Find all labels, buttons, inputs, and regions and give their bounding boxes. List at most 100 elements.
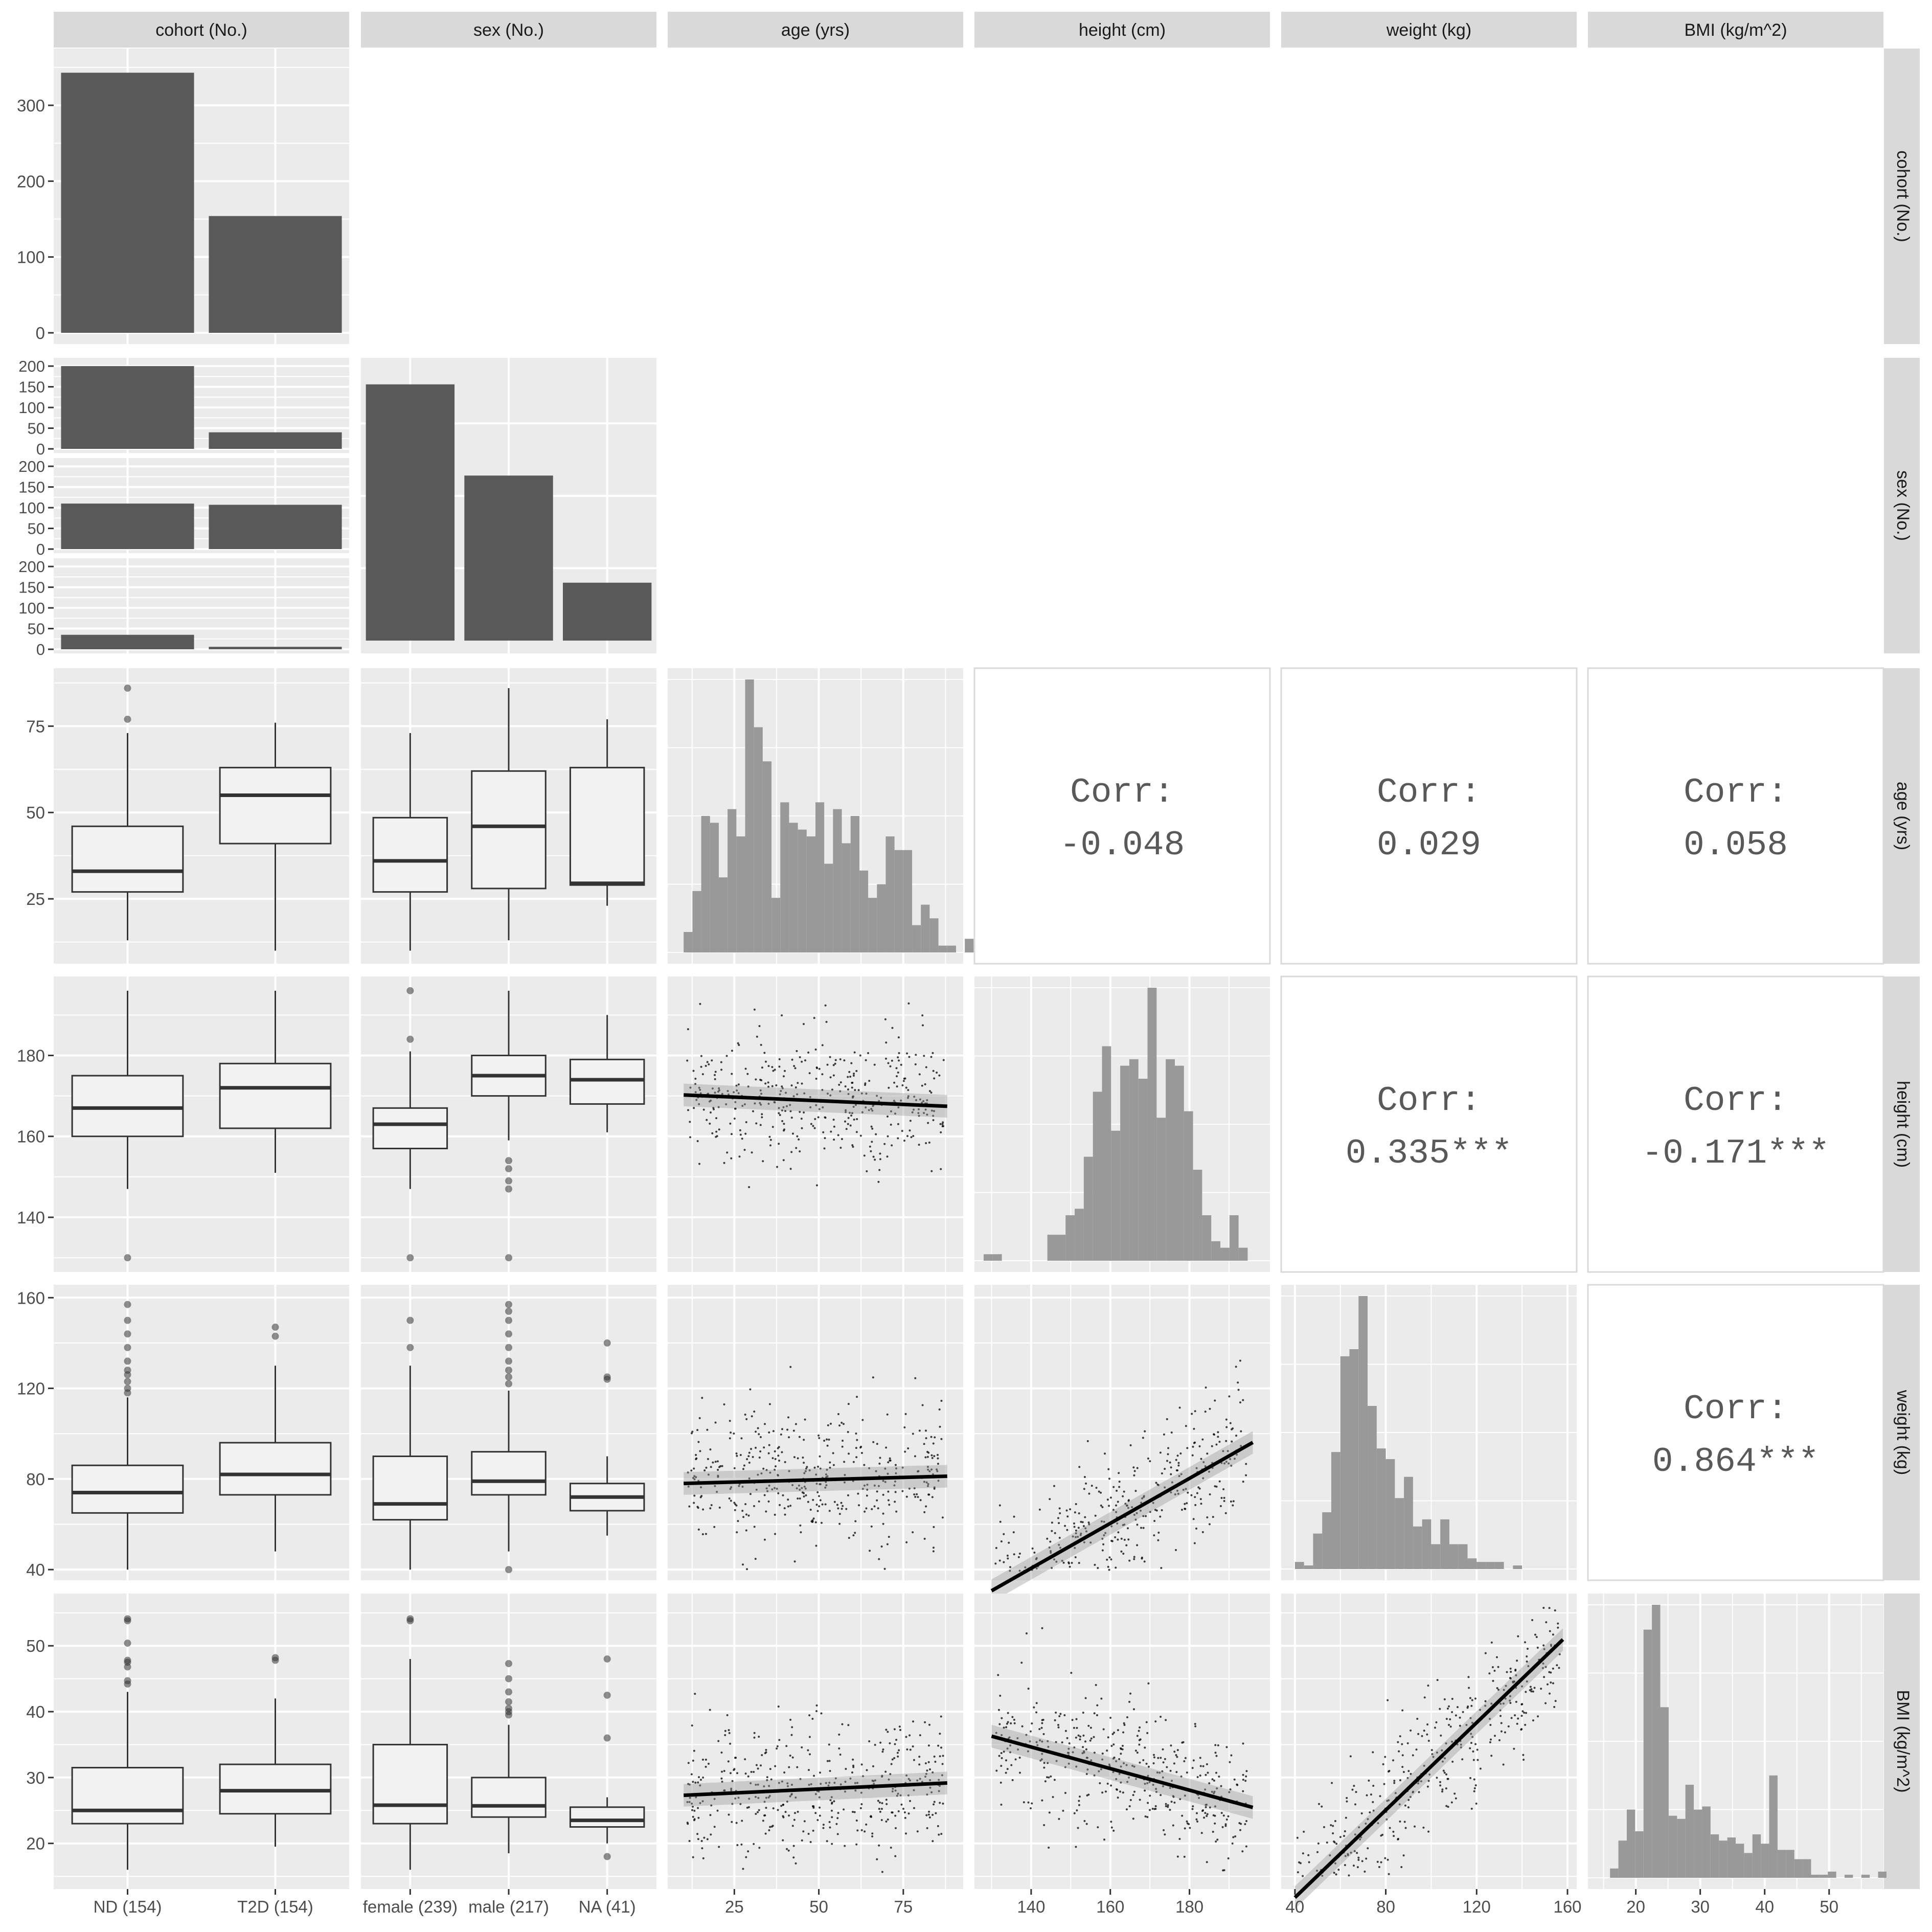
scatter-point bbox=[925, 1066, 927, 1069]
scatter-point bbox=[786, 1848, 788, 1850]
scatter-point bbox=[716, 1491, 718, 1493]
box-outlier bbox=[505, 1698, 512, 1706]
scatter-point bbox=[918, 1763, 921, 1766]
scatter-point bbox=[803, 1472, 806, 1474]
hist-bar-bmi bbox=[1668, 1815, 1677, 1878]
scatter-point bbox=[1388, 1770, 1390, 1773]
scatter-point bbox=[871, 1109, 874, 1112]
y-tick-label-sex: 150 bbox=[18, 579, 45, 597]
scatter-point bbox=[937, 1480, 940, 1482]
scatter-point bbox=[1554, 1609, 1556, 1612]
scatter-point bbox=[704, 1765, 707, 1768]
scatter-point bbox=[1345, 1816, 1347, 1819]
bar-sex-0 bbox=[366, 384, 455, 641]
scatter-point bbox=[1127, 1499, 1130, 1502]
scatter-point bbox=[1504, 1731, 1506, 1734]
scatter-point bbox=[868, 1080, 871, 1082]
scatter-point bbox=[699, 1092, 702, 1095]
scatter-point bbox=[1517, 1635, 1519, 1638]
scatter-point bbox=[941, 1763, 944, 1765]
scatter-point bbox=[905, 1086, 907, 1089]
hist-bar-weight bbox=[1331, 1452, 1340, 1569]
scatter-point bbox=[1085, 1748, 1087, 1751]
scatter-point bbox=[1048, 1811, 1051, 1814]
scatter-point bbox=[864, 1082, 867, 1085]
scatter-point bbox=[891, 1059, 893, 1062]
scatter-point bbox=[1177, 1492, 1179, 1495]
panel-corr-weight-bmi bbox=[1587, 1284, 1884, 1581]
scatter-point bbox=[688, 1801, 691, 1803]
scatter-point bbox=[1239, 1401, 1241, 1404]
fit-line bbox=[990, 1441, 1254, 1593]
scatter-point bbox=[1132, 1817, 1134, 1820]
scatter-point bbox=[1000, 1803, 1003, 1806]
scatter-point bbox=[1326, 1841, 1328, 1844]
scatter-point bbox=[1229, 1761, 1231, 1763]
scatter-point bbox=[1073, 1522, 1076, 1525]
scatter-point bbox=[1005, 1771, 1007, 1774]
scatter-point bbox=[803, 1022, 805, 1025]
corr-label: Corr: bbox=[1684, 1390, 1788, 1429]
scatter-point bbox=[1081, 1752, 1084, 1755]
scatter-point bbox=[744, 1772, 747, 1775]
scatter-point bbox=[860, 1829, 863, 1831]
scatter-point bbox=[1492, 1679, 1494, 1682]
y-tick-label-weight: 40 bbox=[26, 1560, 45, 1579]
scatter-point bbox=[1134, 1490, 1137, 1492]
scatter-point bbox=[1184, 1794, 1186, 1797]
scatter-point bbox=[688, 1840, 691, 1843]
scatter-point bbox=[898, 1725, 901, 1728]
scatter-point bbox=[1021, 1725, 1024, 1728]
scatter-point bbox=[1049, 1540, 1052, 1543]
scatter-point bbox=[1061, 1559, 1063, 1562]
scatter-point bbox=[1118, 1772, 1121, 1775]
hist-bar-weight bbox=[1376, 1448, 1386, 1569]
hist-bar-age bbox=[745, 679, 754, 952]
scatter-point bbox=[1018, 1570, 1021, 1572]
scatter-point bbox=[1149, 1511, 1151, 1513]
scatter-point bbox=[1353, 1850, 1356, 1852]
scatter-point bbox=[1112, 1829, 1115, 1832]
scatter-point bbox=[778, 1112, 780, 1115]
scatter-point bbox=[921, 1024, 924, 1027]
box-outlier bbox=[505, 1157, 512, 1165]
scatter-point bbox=[1204, 1774, 1207, 1776]
scatter-point bbox=[1372, 1784, 1375, 1787]
scatter-point bbox=[849, 1075, 852, 1078]
scatter-point bbox=[1449, 1718, 1451, 1721]
scatter-point bbox=[782, 1804, 784, 1806]
scatter-point bbox=[861, 1488, 864, 1490]
scatter-point bbox=[930, 1468, 933, 1471]
scatter-point bbox=[1170, 1491, 1172, 1494]
scatter-point bbox=[753, 1843, 755, 1845]
scatter-point bbox=[867, 1052, 870, 1054]
scatter-point bbox=[1068, 1742, 1071, 1744]
scatter-point bbox=[931, 1457, 934, 1459]
scatter-point bbox=[1214, 1752, 1217, 1754]
scatter-point bbox=[690, 1469, 693, 1472]
scatter-point bbox=[1404, 1827, 1407, 1829]
scatter-point bbox=[803, 1439, 805, 1441]
scatter-point bbox=[880, 1545, 883, 1548]
scatter-point bbox=[1436, 1751, 1438, 1754]
scatter-point bbox=[1351, 1788, 1354, 1791]
scatter-point bbox=[1006, 1554, 1009, 1557]
scatter-point bbox=[730, 1431, 732, 1434]
scatter-point bbox=[895, 1739, 898, 1741]
scatter-point bbox=[1235, 1366, 1237, 1368]
scatter-point bbox=[1112, 1486, 1115, 1488]
scatter-point bbox=[698, 1086, 700, 1089]
scatter-point bbox=[861, 1419, 864, 1421]
scatter-point bbox=[1144, 1430, 1146, 1433]
scatter-point bbox=[847, 1093, 850, 1095]
scatter-point bbox=[774, 1765, 777, 1767]
scatter-point bbox=[754, 1558, 757, 1560]
scatter-point bbox=[815, 1504, 818, 1506]
scatter-point bbox=[1035, 1557, 1038, 1559]
scatter-point bbox=[1242, 1790, 1244, 1792]
scatter-point bbox=[1245, 1775, 1247, 1778]
strip-top-weight bbox=[1281, 12, 1577, 48]
scatter-point bbox=[1186, 1771, 1188, 1774]
scatter-point bbox=[802, 1457, 804, 1459]
scatter-point bbox=[1058, 1522, 1060, 1525]
